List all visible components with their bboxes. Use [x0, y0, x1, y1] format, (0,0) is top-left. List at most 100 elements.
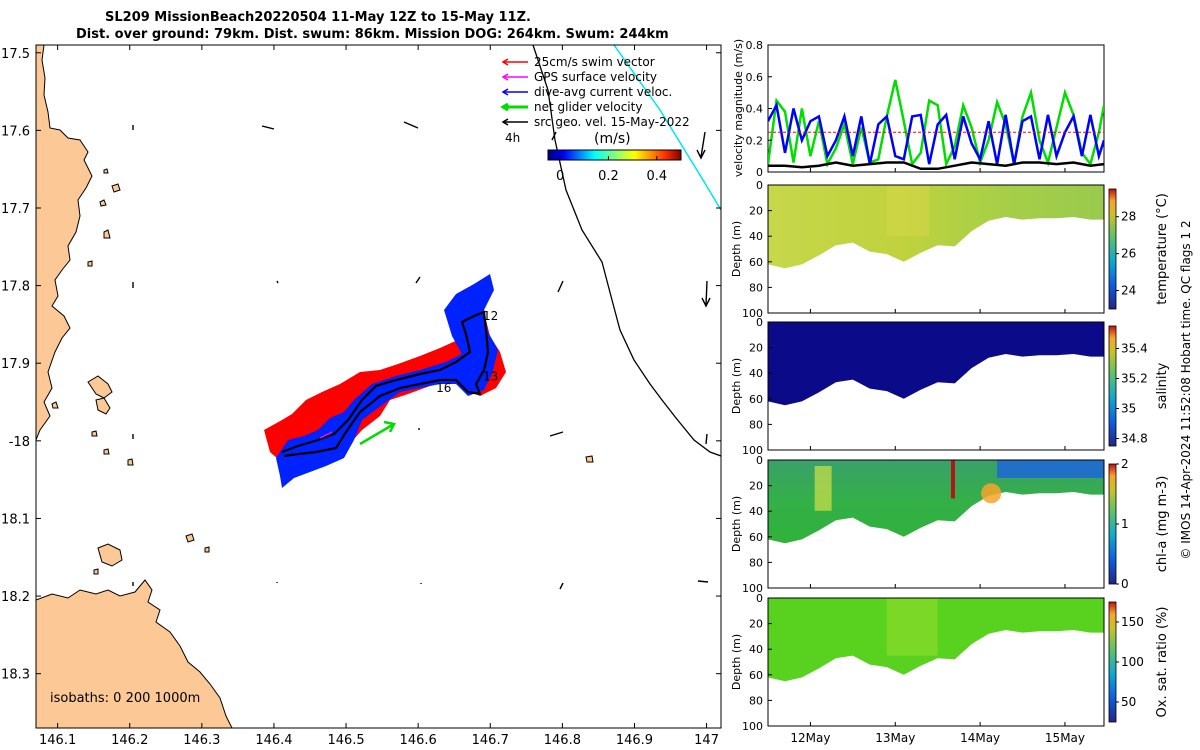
gps-surface-velocity-marks	[319, 431, 333, 439]
depth-tick-label: 60	[749, 531, 763, 544]
depth-tick-label: 60	[749, 393, 763, 406]
legend-arrowhead	[501, 118, 509, 126]
colorbar-unit: (m/s)	[594, 131, 631, 147]
velocity-ylabel: velocity magnitude (m/s)	[732, 39, 745, 177]
legend-label: net glider velocity	[534, 100, 642, 114]
map-x-tick-label: 146.3	[183, 733, 220, 748]
depth-tick-label: 20	[749, 205, 763, 218]
isobaths-label: isobaths: 0 200 1000m	[50, 691, 200, 706]
footer-credit: © IMOS 14-Apr-2024 11:52:08 Hobart time.…	[1179, 220, 1193, 559]
day-label: 12	[483, 309, 498, 323]
section-data-area	[768, 185, 1104, 269]
depth-tick-label: 100	[742, 582, 763, 595]
depth-tick-label: 60	[749, 669, 763, 682]
legend-arrowhead	[500, 102, 509, 112]
map-x-tick-label: 146.7	[472, 733, 509, 748]
legend-label: GPS surface velocity	[534, 70, 657, 84]
legend-arrowhead	[501, 58, 509, 66]
map-y-tick-label: 17.9	[1, 357, 30, 372]
glider-track	[281, 310, 490, 458]
geostrophic-vectors	[132, 121, 711, 590]
velocity-y-tick-label: 0.8	[746, 39, 764, 52]
velocity-series	[768, 79, 1104, 171]
colorbar-tick-label: 0.4	[646, 169, 667, 184]
land-mainland-south	[36, 579, 233, 728]
colorbar-tick-label: 26	[1121, 247, 1136, 261]
speed-colorbar	[547, 149, 682, 161]
depth-tick-label: 20	[749, 618, 763, 631]
colorbar-tick-label: 150	[1121, 615, 1144, 629]
map-y-tick-label: 17.8	[1, 280, 30, 295]
depth-tick-label: 80	[749, 694, 763, 707]
section-data-area	[768, 322, 1104, 406]
depth-tick-label: 0	[756, 179, 763, 192]
map-x-tick-label: 146.8	[544, 733, 581, 748]
depth-tick-label: 40	[749, 230, 763, 243]
map-x-tick-label: 146.9	[616, 733, 653, 748]
time-tick-label: 13May	[875, 731, 915, 745]
colorbar-tick-label: 35.4	[1121, 342, 1148, 356]
depth-tick-label: 0	[756, 592, 763, 605]
chla-patch	[814, 466, 832, 511]
section-panel-temperature: 0 20 40 60 80 100 Depth (m) 28 26 24 temperature (…	[730, 179, 1170, 320]
depth-tick-label: 40	[749, 643, 763, 656]
depth-tick-label: 0	[756, 316, 763, 329]
land-mainland-north	[36, 45, 93, 441]
depth-tick-label: 60	[749, 256, 763, 269]
velocity-panel: 0 0.2 0.4 0.6 0.8 velocity magnitude (m/s)	[732, 39, 1105, 179]
map-y-tick-label: 17.6	[1, 124, 30, 139]
depth-tick-label: 80	[749, 281, 763, 294]
colorbar-tick-label: 35	[1121, 402, 1136, 416]
colorbar-tick-label: 24	[1121, 284, 1136, 298]
section-colorbar	[1108, 188, 1117, 310]
colorbar-tick-label: 1	[1121, 517, 1129, 531]
velocity-y-tick-label: 0.6	[746, 71, 764, 84]
velocity-y-tick-label: 0.4	[746, 103, 764, 116]
section-data-area	[768, 598, 1104, 682]
section-ylabel: Depth (m)	[730, 634, 743, 690]
section-colorbar	[1108, 601, 1117, 723]
time-tick-label: 15May	[1045, 731, 1085, 745]
section-cbar-label: salinity	[1155, 362, 1170, 409]
net-velocity-arrow	[359, 420, 396, 446]
time-tick-label: 14May	[960, 731, 1000, 745]
colorbar-tick-label: 28	[1121, 210, 1136, 224]
legend-arrowhead	[501, 73, 509, 81]
colorbar-tick-label: 2	[1121, 457, 1129, 471]
map-content	[36, 45, 721, 728]
temp-warm-patch	[886, 185, 930, 237]
section-data-area	[768, 460, 1104, 544]
section-colorbar	[1108, 325, 1117, 447]
map-y-ticks: 17.5 17.6 17.7 17.8 17.9 -18 18.1 18.2 18.3	[1, 47, 721, 683]
section-panel-oxygen: 0 20 40 60 80 100 Depth (m) 150 100 50 Ox. sat. ra…	[730, 592, 1170, 733]
time-axis-labels: 12May 13May 14May 15May	[790, 168, 1085, 745]
map-y-tick-label: -18	[9, 435, 30, 450]
section-frame	[767, 459, 1105, 589]
velocity-y-ticks: 0 0.2 0.4 0.6 0.8	[746, 39, 772, 179]
section-ylabel: Depth (m)	[730, 221, 743, 277]
legend-label: src geo. vel. 15-May-2022	[534, 115, 690, 129]
speed-colorbar-ticks: 0 0.2 0.4	[556, 156, 667, 184]
section-cbar-label: temperature (°C)	[1155, 193, 1170, 305]
section-colorbar	[1108, 463, 1117, 585]
depth-tick-label: 20	[749, 480, 763, 493]
section-frame	[767, 184, 1105, 314]
map-x-tick-label: 146.1	[39, 733, 76, 748]
cyan-isobath	[613, 45, 721, 211]
map-y-tick-label: 17.7	[1, 202, 30, 217]
oxygen-patch	[886, 598, 938, 656]
map-frame	[35, 44, 722, 729]
chla-high-spot	[981, 483, 1002, 504]
track-day-labels: 12 13 16	[436, 309, 498, 395]
depth-tick-label: 80	[749, 556, 763, 569]
velocity-line	[768, 161, 1104, 171]
colorbar-tick-label: 100	[1121, 655, 1144, 669]
day-label: 16	[436, 381, 451, 395]
map-panel: 146.1 146.2 146.3 146.4 146.5 146.6 146.7 146.8…	[1, 44, 722, 748]
map-y-tick-label: 18.1	[1, 512, 30, 527]
velocity-frame	[767, 44, 1105, 173]
depth-tick-label: 40	[749, 505, 763, 518]
section-frame	[767, 321, 1105, 451]
title-line-2: Dist. over ground: 79km. Dist. swum: 86k…	[76, 27, 669, 42]
